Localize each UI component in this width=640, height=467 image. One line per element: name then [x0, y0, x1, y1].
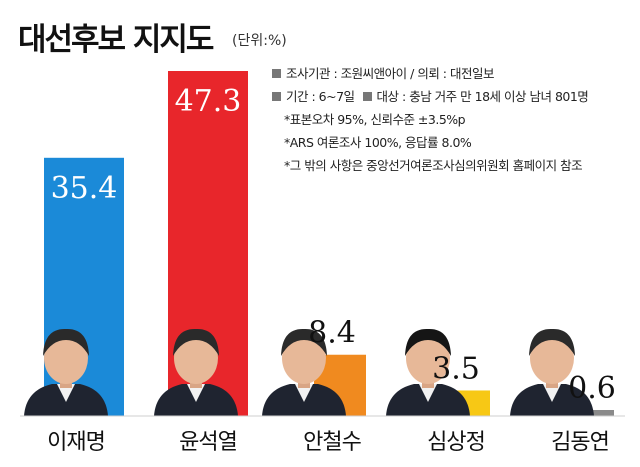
note-target-text: 대상 : 충남 거주 만 18세 이상 남녀 801명	[376, 89, 589, 104]
shirt-shape	[543, 384, 561, 402]
candidate-photo	[510, 328, 594, 416]
note-agency-text: 조사기관 : 조원씨앤아이 / 의뢰 : 대전일보	[286, 66, 494, 81]
value-label-5: 0.6	[568, 371, 616, 406]
face-shape	[530, 332, 574, 384]
candidate-photo	[24, 328, 108, 416]
note-error: *표본오차 95%, 신뢰수준 ±3.5%p	[284, 112, 466, 127]
unit-label: (단위:%)	[232, 33, 287, 49]
hair-shape	[281, 328, 327, 356]
bullet-square-icon	[272, 92, 281, 101]
value-label-4: 3.5	[432, 351, 480, 386]
hair-shape	[405, 328, 451, 356]
bullet-square-icon	[272, 69, 281, 78]
hair-shape	[43, 328, 89, 356]
shirt-shape	[57, 384, 75, 402]
hair-shape	[173, 328, 219, 356]
candidate-photo	[154, 328, 238, 416]
face-shape	[282, 332, 326, 384]
shirt-shape	[419, 384, 437, 402]
note-etc: *그 밖의 사항은 중앙선거여론조사심의위원회 홈페이지 참조	[284, 158, 583, 173]
shirt-shape	[295, 384, 313, 402]
face-shape	[44, 332, 88, 384]
face-shape	[174, 332, 218, 384]
value-label-2: 47.3	[175, 84, 242, 119]
category-label-2: 윤석열	[179, 430, 237, 455]
note-period-target: 기간 : 6~7일 대상 : 충남 거주 만 18세 이상 남녀 801명	[272, 89, 589, 105]
chart-title: 대선후보 지지도	[18, 22, 214, 58]
hair-shape	[529, 328, 575, 356]
shirt-shape	[187, 384, 205, 402]
category-label-5: 김동연	[551, 430, 609, 455]
survey-notes: 조사기관 : 조원씨앤아이 / 의뢰 : 대전일보 기간 : 6~7일 대상 : …	[272, 66, 589, 181]
candidate-photo	[386, 328, 470, 416]
category-label-3: 안철수	[303, 430, 361, 455]
value-label-3: 8.4	[308, 316, 356, 351]
face-shape	[406, 332, 450, 384]
candidate-photo	[262, 328, 346, 416]
note-method: *ARS 여론조사 100%, 응답률 8.0%	[284, 135, 472, 150]
category-label-4: 심상정	[427, 430, 485, 455]
bullet-square-icon	[362, 92, 372, 101]
note-period-text: 기간 : 6~7일	[286, 89, 355, 104]
note-agency: 조사기관 : 조원씨앤아이 / 의뢰 : 대전일보	[272, 66, 588, 82]
category-label-1: 이재명	[47, 430, 105, 455]
value-label-1: 35.4	[51, 171, 118, 206]
